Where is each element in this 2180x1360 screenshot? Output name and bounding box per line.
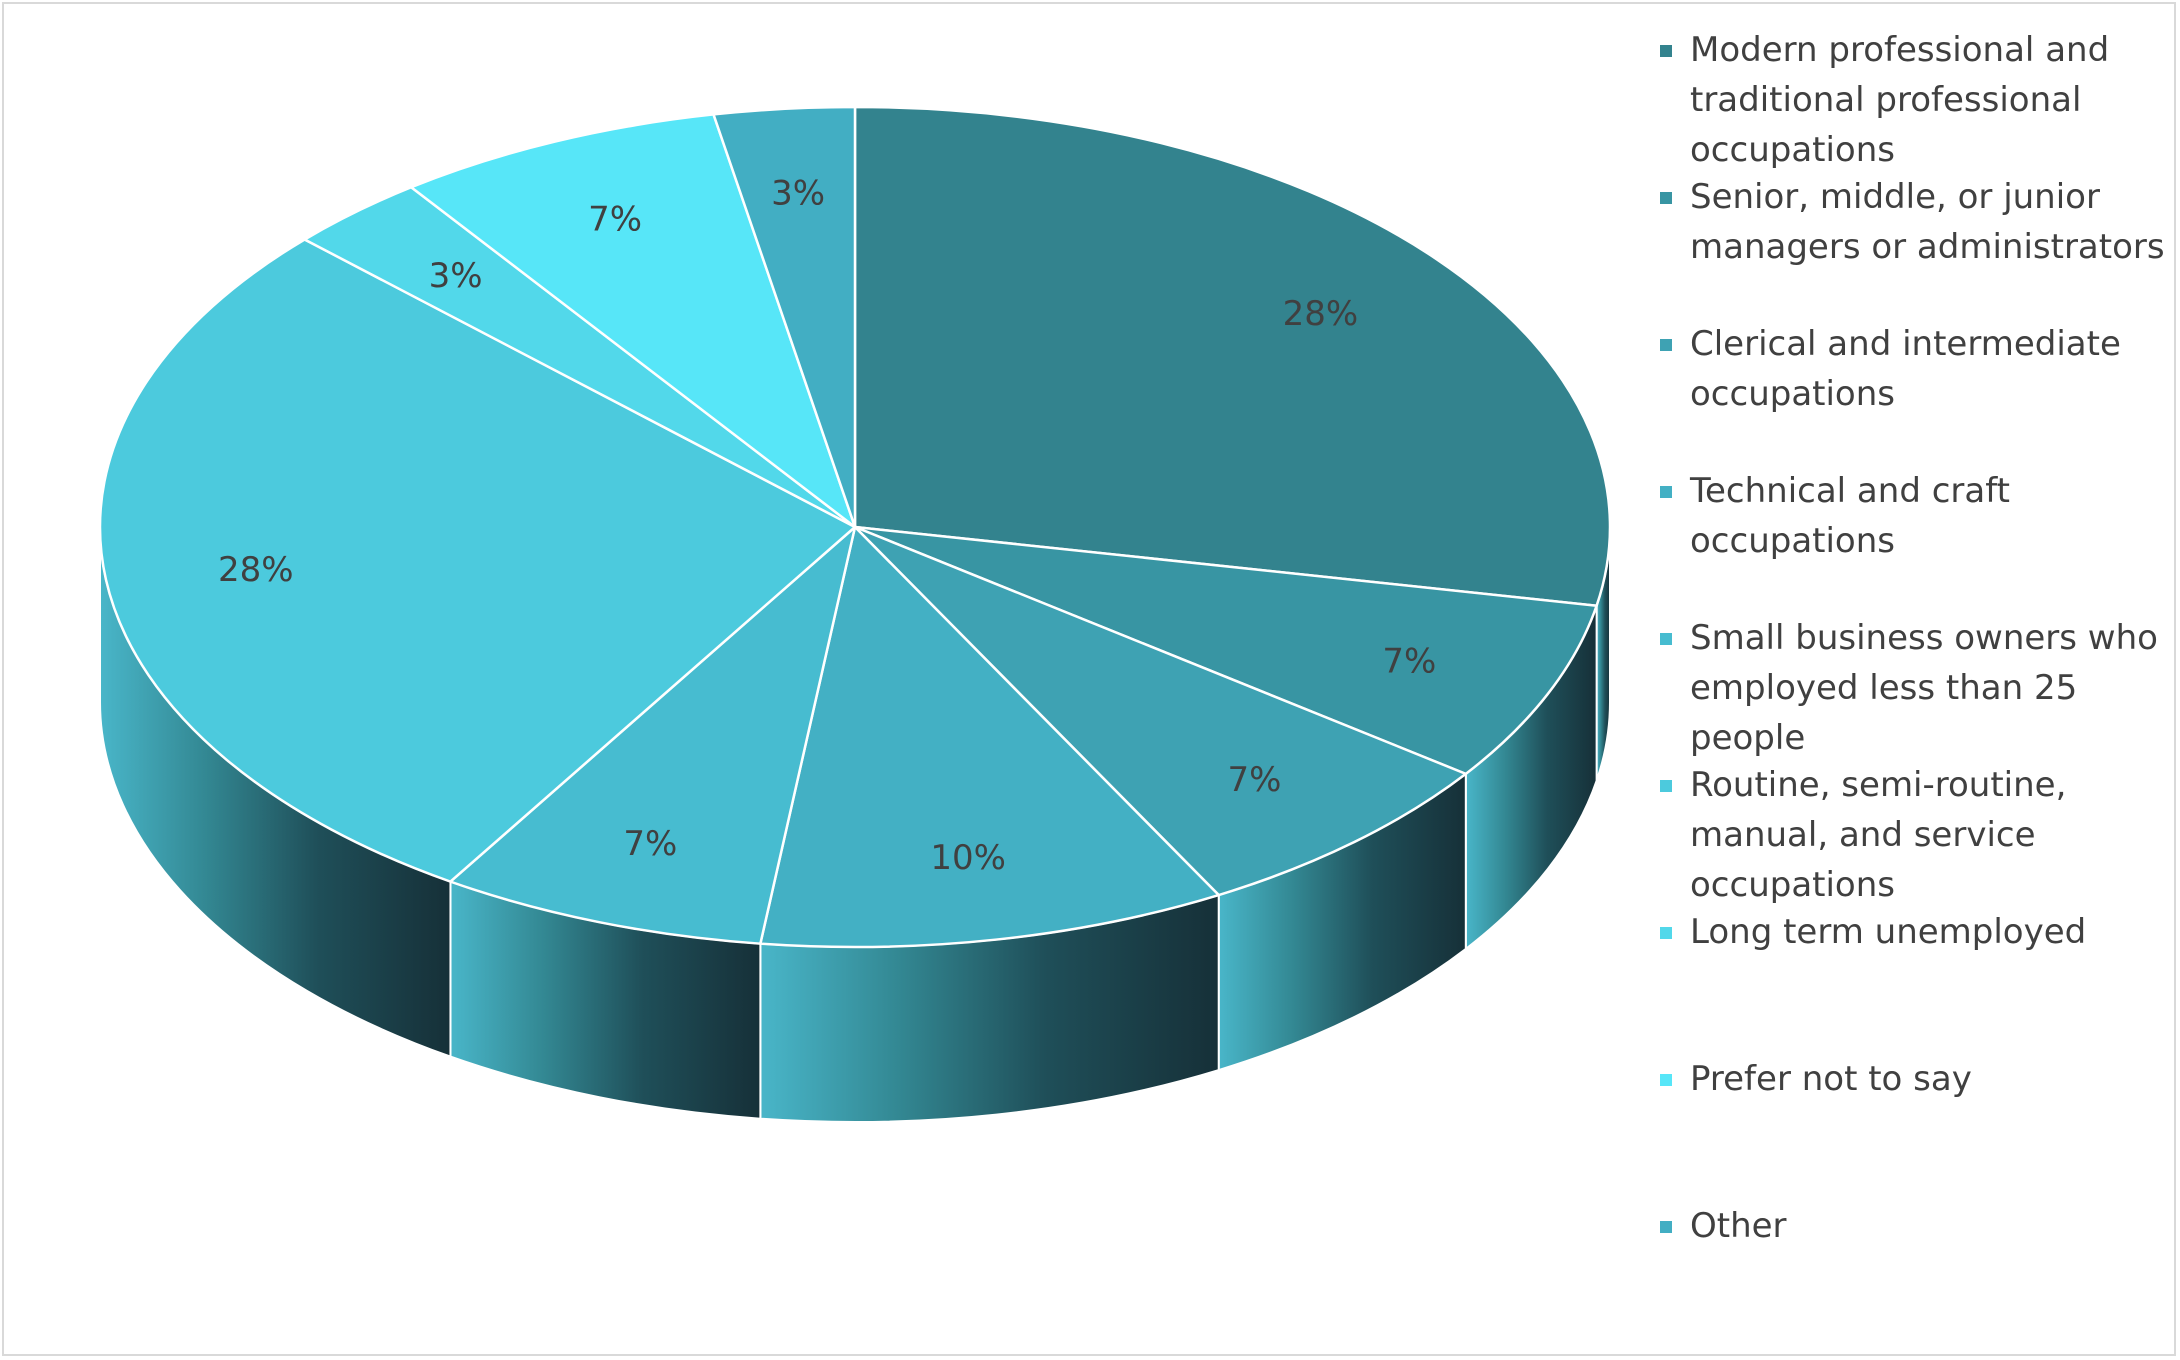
legend-item-small-business-owners-who-employed-less-than-25-people: Small business owners who employed less … [1660, 613, 2170, 763]
pie-slice-routine-semi-routine-manual-and-service-occupations [98, 238, 857, 883]
legend-item-modern-professional-and-traditional-professional-occupations: Modern professional and traditional prof… [1660, 25, 2170, 175]
data-label-senior-middle-or-junior-managers-or-administrators: 7% [1382, 641, 1436, 681]
legend-swatch [1660, 1074, 1672, 1086]
legend-item-prefer-not-to-say: Prefer not to say [1660, 1054, 2170, 1104]
legend-label: Clerical and intermediate occupations [1690, 324, 2121, 414]
data-label-clerical-and-intermediate-occupations: 7% [1227, 760, 1281, 800]
data-label-other: 3% [771, 173, 825, 213]
pie-slice-small-business-owners-who-employed-less-than-25-people [449, 525, 857, 945]
legend-item-other: Other [1660, 1201, 2170, 1251]
legend-item-senior-middle-or-junior-managers-or-administrators: Senior, middle, or junior managers or ad… [1660, 172, 2170, 272]
legend-label: Long term unemployed [1690, 912, 2087, 952]
legend-swatch [1660, 339, 1672, 351]
data-label-modern-professional-and-traditional-professional-occupations: 28% [1283, 294, 1359, 334]
pie-slice-prefer-not-to-say [409, 113, 857, 529]
legend-swatch [1660, 780, 1672, 792]
legend-item-technical-and-craft-occupations: Technical and craft occupations [1660, 466, 2170, 566]
legend-label: Technical and craft occupations [1690, 471, 2010, 561]
data-label-technical-and-craft-occupations: 10% [930, 838, 1006, 878]
pie-slice-technical-and-craft-occupations [759, 525, 1220, 949]
legend-label: Routine, semi-routine, manual, and servi… [1690, 765, 2067, 905]
legend-label: Other [1690, 1206, 1787, 1246]
legend-swatch [1660, 192, 1672, 204]
data-label-long-term-unemployed: 3% [429, 256, 483, 296]
legend-label: Small business owners who employed less … [1690, 618, 2158, 758]
legend-item-routine-semi-routine-manual-and-service-occupations: Routine, semi-routine, manual, and servi… [1660, 760, 2170, 910]
legend-swatch [1660, 486, 1672, 498]
legend-label: Senior, middle, or junior managers or ad… [1690, 177, 2165, 267]
legend-swatch [1660, 1221, 1672, 1233]
legend-swatch [1660, 633, 1672, 645]
legend-swatch [1660, 45, 1672, 57]
pie-slice-clerical-and-intermediate-occupations [853, 525, 1468, 897]
pie-slice-modern-professional-and-traditional-professional-occupations [853, 105, 1612, 607]
data-label-prefer-not-to-say: 7% [588, 200, 642, 240]
legend-item-long-term-unemployed: Long term unemployed [1660, 907, 2170, 957]
legend-swatch [1660, 927, 1672, 939]
legend-label: Prefer not to say [1690, 1059, 1972, 1099]
data-label-small-business-owners-who-employed-less-than-25-people: 7% [623, 824, 677, 864]
data-label-routine-semi-routine-manual-and-service-occupations: 28% [218, 550, 294, 590]
pie-slice-senior-middle-or-junior-managers-or-administrators [853, 525, 1598, 776]
legend-label: Modern professional and traditional prof… [1690, 30, 2110, 170]
pie-slice-other [712, 105, 857, 529]
legend-item-clerical-and-intermediate-occupations: Clerical and intermediate occupations [1660, 319, 2170, 419]
